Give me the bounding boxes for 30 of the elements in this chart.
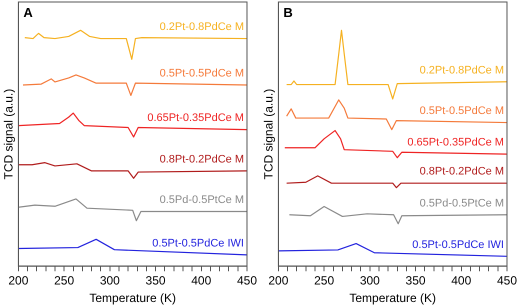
x-axis-title: Temperature (K) (89, 291, 176, 306)
y-axis-title: TCD signal (a.u.) (2, 88, 16, 180)
x-tick-label: 350 (146, 274, 166, 288)
x-tick-label: 400 (451, 274, 472, 288)
x-tick-label: 200 (8, 274, 29, 288)
series-label: 0.5Pt-0.5PdCe IWI (152, 237, 244, 250)
series-label: 0.5Pt-0.5PdCe M (420, 105, 504, 118)
chart-title: B (283, 5, 293, 20)
chart-title: A (23, 5, 34, 20)
series-label: 0.5Pd-0.5PtCe M (160, 194, 244, 206)
x-axis-title: Temperature (K) (349, 291, 436, 306)
series-label: 0.5Pt-0.5PdCe M (160, 68, 244, 80)
series-label: 0.2Pt-0.8PdCe M (160, 21, 244, 34)
series-label: 0.5Pt-0.5PdCe IWI (412, 238, 504, 251)
x-tick-label: 250 (54, 274, 74, 288)
x-tick-label: 350 (406, 274, 426, 288)
series-label: 0.8Pt-0.2PdCe M (160, 153, 244, 166)
x-tick-label: 200 (268, 274, 289, 288)
x-tick-label: 300 (360, 274, 380, 288)
series-label: 0.2Pt-0.8PdCe M (420, 64, 504, 76)
series-label: 0.8Pt-0.2PdCe M (420, 166, 504, 178)
x-tick-label: 300 (100, 274, 120, 288)
series-label: 0.65Pt-0.35PdCe M (407, 136, 504, 149)
x-tick-label: 450 (496, 274, 518, 288)
x-tick-label: 400 (191, 274, 212, 288)
x-tick-label: 250 (314, 274, 334, 288)
y-axis-title: TCD signal (a.u.) (262, 88, 276, 180)
series-label: 0.65Pt-0.35PdCe M (147, 112, 244, 124)
x-tick-label: 450 (236, 274, 258, 288)
series-label: 0.5Pd-0.5PtCe M (420, 197, 504, 210)
